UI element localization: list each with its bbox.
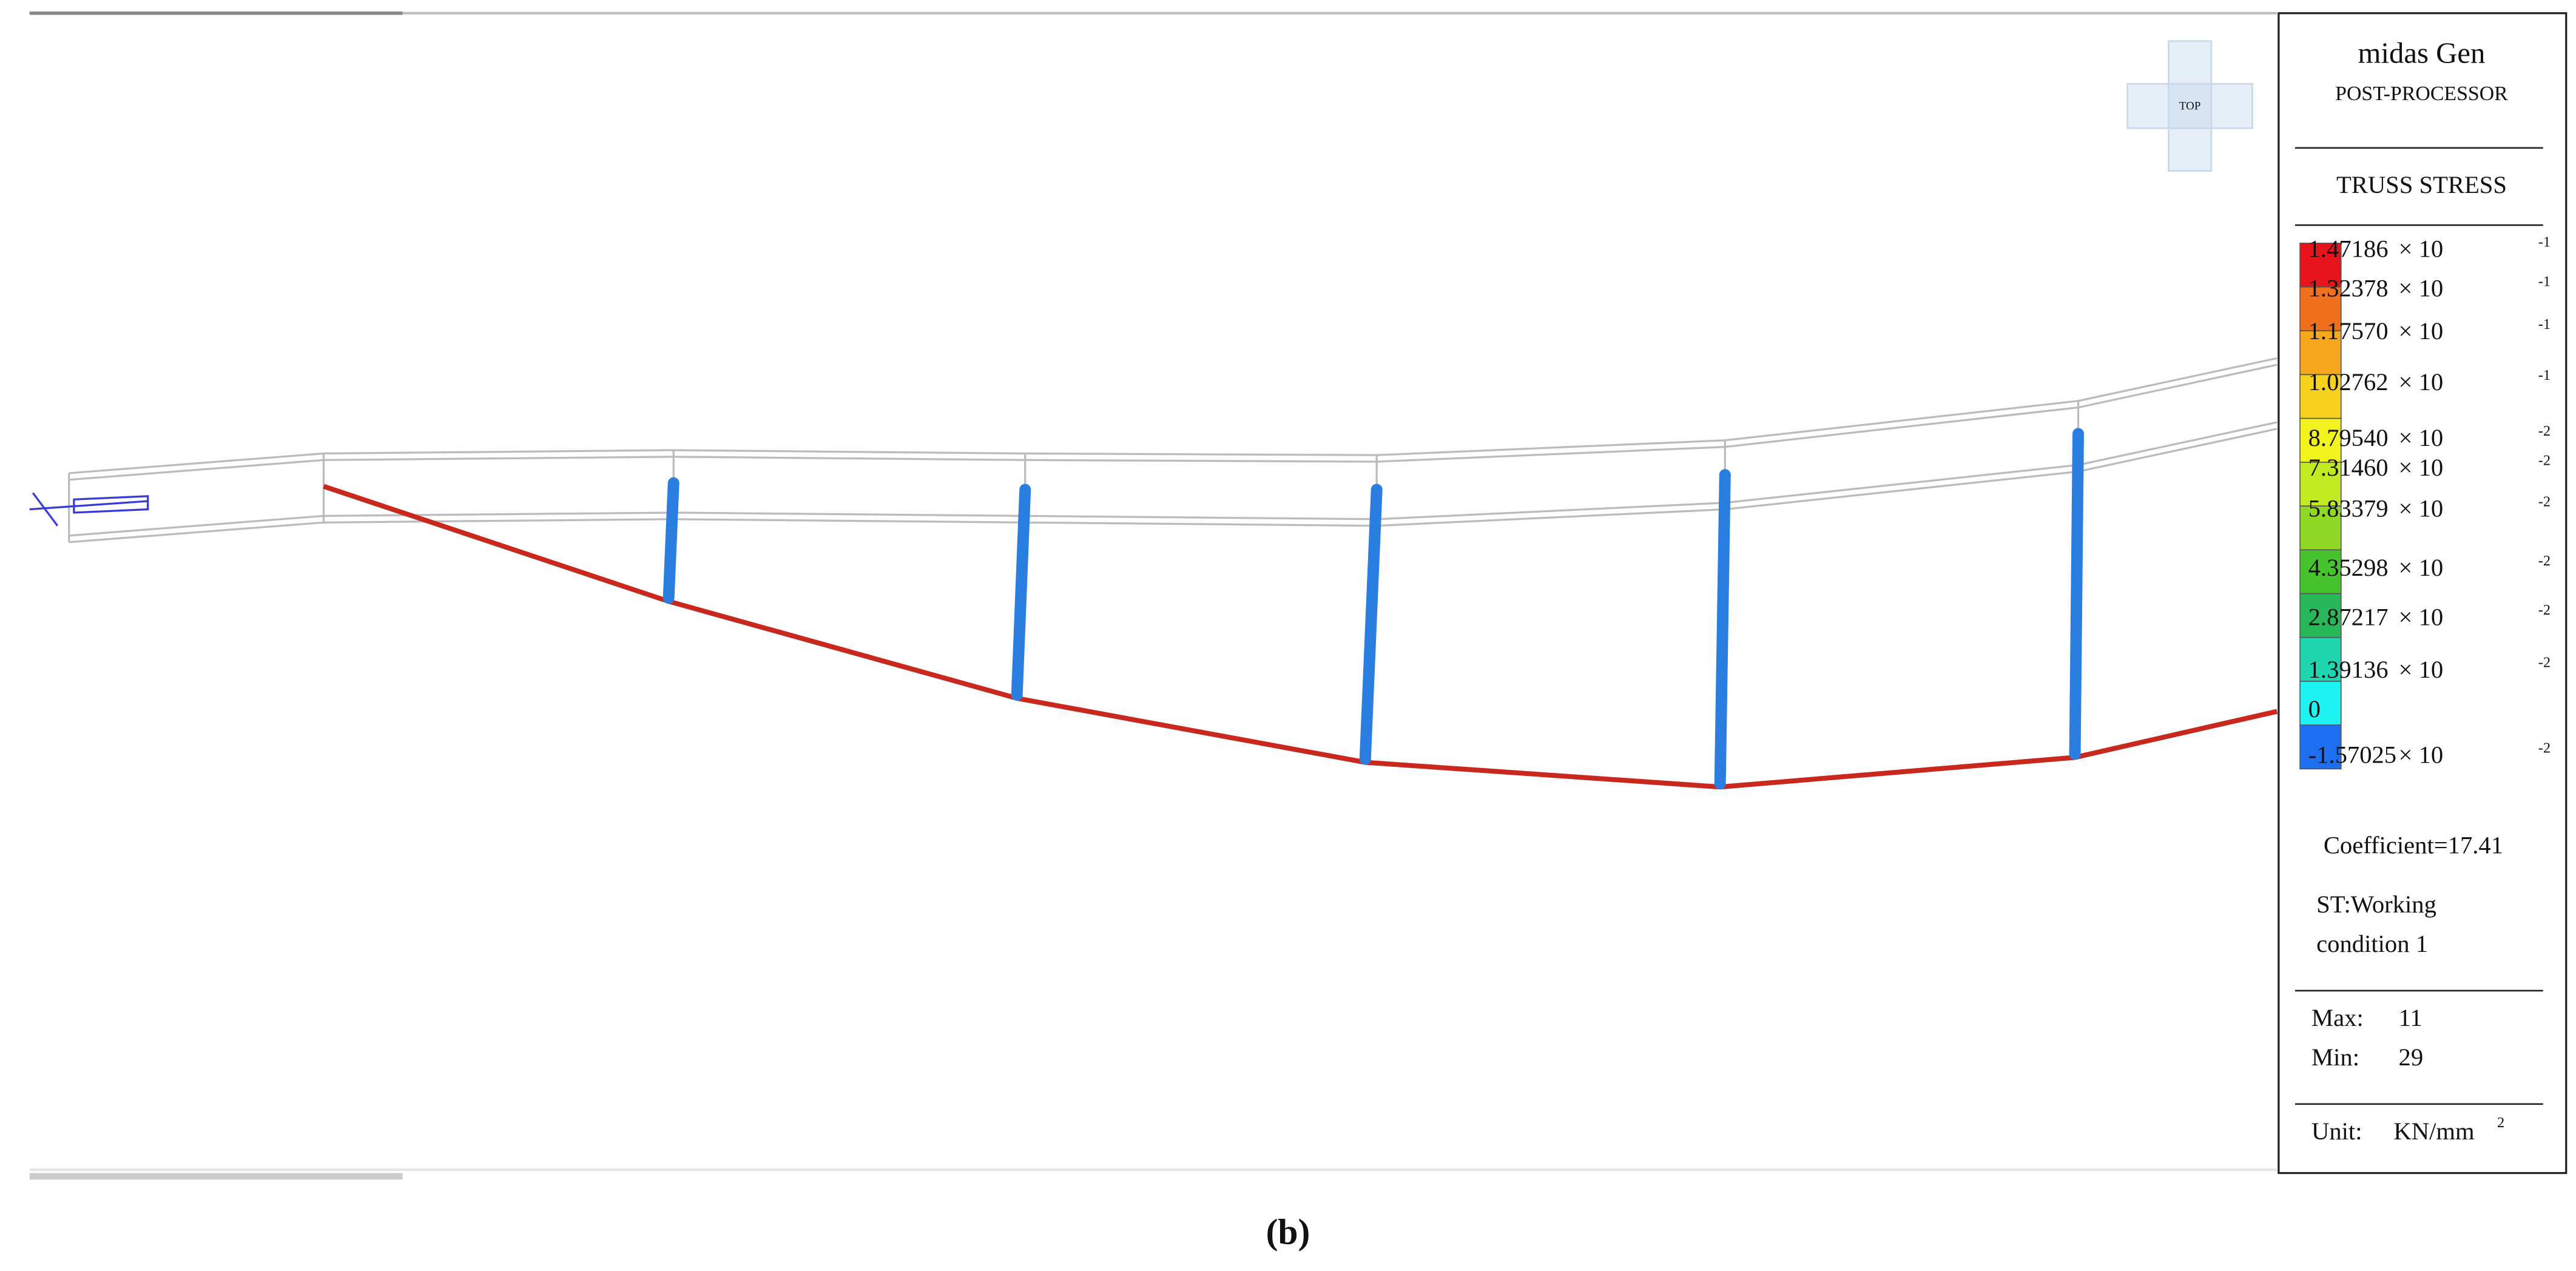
level-times: × 10 <box>2399 656 2444 683</box>
level-exponent: -1 <box>2538 234 2551 250</box>
color-band <box>2299 636 2342 682</box>
level-exponent: -2 <box>2538 453 2551 469</box>
level-mantissa: 2.87217 <box>2308 603 2389 630</box>
level-mantissa: 5.83379 <box>2308 495 2389 522</box>
level-exponent: -1 <box>2538 273 2551 289</box>
level-exponent: -1 <box>2538 367 2551 383</box>
hangers <box>663 428 2084 790</box>
level-exponent: -1 <box>2538 316 2551 332</box>
level-mantissa: 1.17570 <box>2308 317 2389 345</box>
color-band <box>2299 593 2342 638</box>
level-exponent: -2 <box>2538 423 2551 439</box>
unit-label: Unit: <box>2311 1118 2362 1145</box>
level-times: × 10 <box>2399 275 2444 302</box>
level-exponent: -2 <box>2538 655 2551 671</box>
level-times: × 10 <box>2399 741 2444 769</box>
level-times: × 10 <box>2399 495 2444 522</box>
level-mantissa: 8.79540 <box>2308 424 2389 451</box>
view-cube-label: TOP <box>2179 99 2200 112</box>
color-band <box>2299 286 2342 332</box>
level-mantissa: 4.35298 <box>2308 554 2389 581</box>
axis-icon <box>29 492 149 527</box>
color-band <box>2299 243 2342 288</box>
color-band <box>2299 417 2342 463</box>
level-exponent: -2 <box>2538 493 2551 510</box>
level-mantissa: 1.02762 <box>2308 368 2389 396</box>
level-times: × 10 <box>2399 317 2444 345</box>
level-exponent: -2 <box>2538 740 2551 756</box>
min-value: 29 <box>2399 1043 2424 1071</box>
color-band <box>2299 724 2342 770</box>
level-mantissa: 1.47186 <box>2308 235 2389 263</box>
coefficient: Coefficient=17.41 <box>2324 832 2503 859</box>
unit-exponent: 2 <box>2497 1114 2504 1131</box>
legend-title: midas Gen <box>2358 36 2486 69</box>
caption: (b) <box>1266 1212 1310 1252</box>
level-times: × 10 <box>2399 603 2444 630</box>
view-cube[interactable]: TOP <box>2126 40 2253 172</box>
level-mantissa: 1.32378 <box>2308 275 2389 302</box>
level-mantissa: 7.31460 <box>2308 454 2389 481</box>
unit: KN/mm <box>2393 1118 2474 1145</box>
max-label: Max: <box>2311 1004 2364 1031</box>
color-band <box>2299 374 2342 419</box>
level-times: × 10 <box>2399 454 2444 481</box>
color-band <box>2299 462 2342 507</box>
color-band <box>2299 681 2342 726</box>
level-times: × 10 <box>2399 235 2444 263</box>
level-exponent: -2 <box>2538 553 2551 569</box>
level-exponent: -2 <box>2538 602 2551 618</box>
cable <box>323 484 2278 790</box>
legend: midas Gen POST-PROCESSOR TRUSS STRESS Co… <box>2278 12 2568 1175</box>
level-mantissa: -1.57025 <box>2308 741 2397 769</box>
legend-quantity: TRUSS STRESS <box>2336 171 2507 198</box>
level-times: × 10 <box>2399 424 2444 451</box>
viewport: TOP <box>29 12 2278 1180</box>
max-value: 11 <box>2399 1004 2423 1031</box>
legend-subtitle: POST-PROCESSOR <box>2335 83 2508 105</box>
load-case: condition 1 <box>2316 930 2428 957</box>
color-band <box>2299 505 2342 551</box>
color-band <box>2299 330 2342 376</box>
level-times: × 10 <box>2399 554 2444 581</box>
load-case: ST:Working <box>2316 891 2436 918</box>
level-mantissa: 1.39136 <box>2308 656 2389 683</box>
level-mantissa: 0 <box>2308 695 2321 723</box>
level-times: × 10 <box>2399 368 2444 396</box>
deck <box>68 357 2278 544</box>
min-label: Min: <box>2311 1043 2359 1071</box>
